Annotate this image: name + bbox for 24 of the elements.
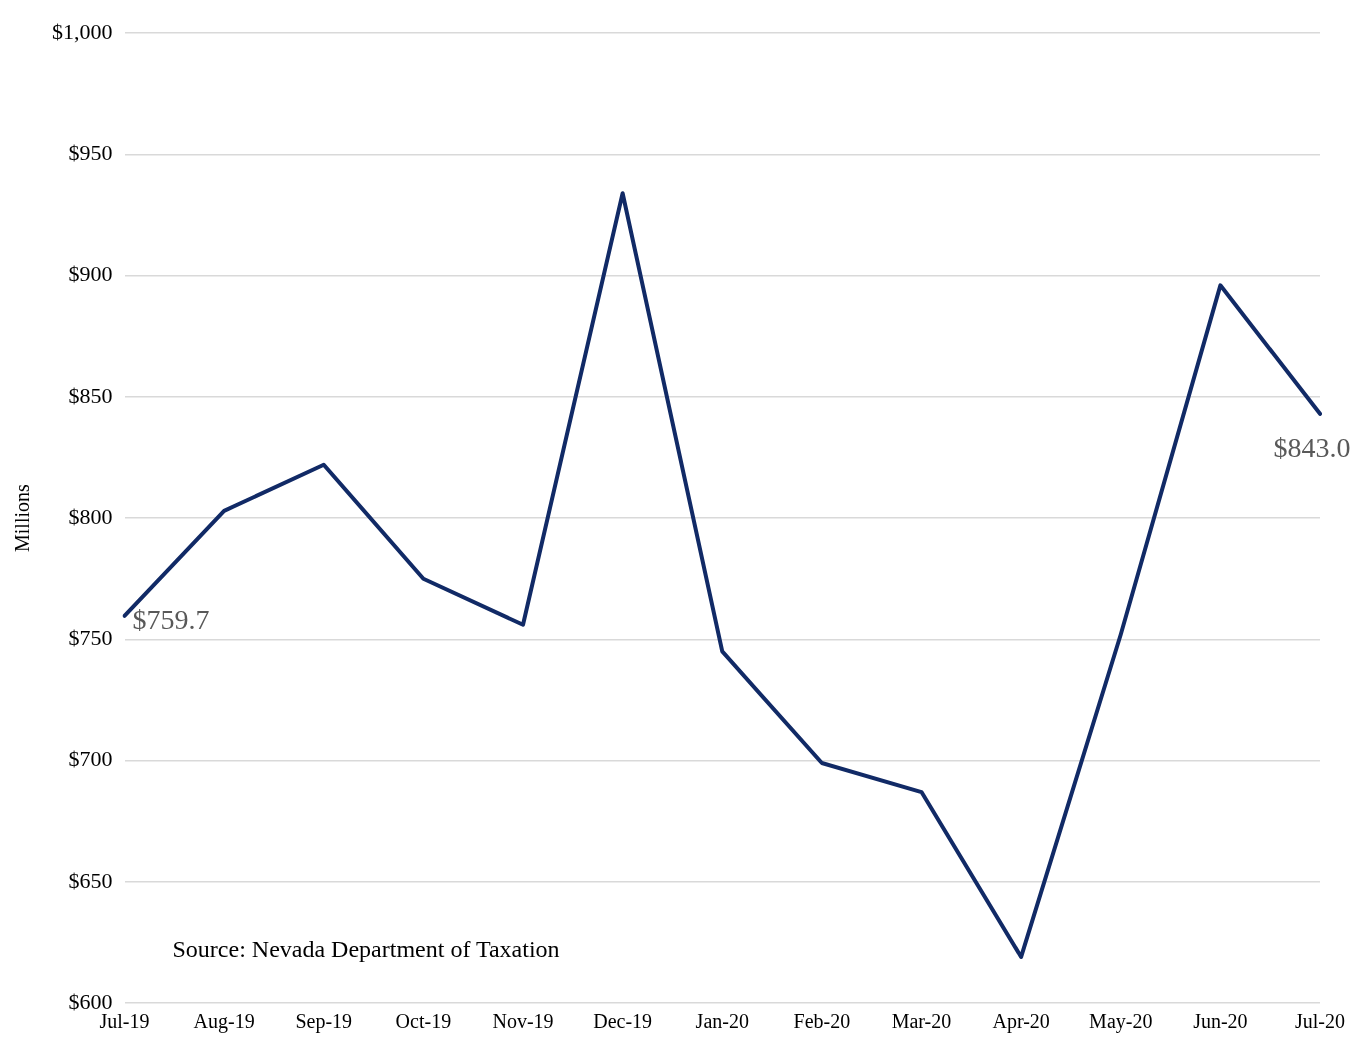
data-label: $759.7	[132, 604, 210, 636]
x-tick-label: Feb-20	[793, 1010, 851, 1033]
y-tick-label: $650	[68, 867, 113, 893]
y-axis-title: Millions	[11, 483, 34, 552]
y-tick-label: $1,000	[52, 18, 113, 44]
x-tick-label: May-20	[1089, 1010, 1153, 1034]
x-tick-label: Jul-20	[1295, 1010, 1345, 1033]
x-tick-label: Apr-20	[992, 1010, 1050, 1034]
y-tick-label: $850	[68, 382, 113, 408]
x-tick-label: Jun-20	[1193, 1010, 1248, 1033]
y-tick-label: $800	[68, 503, 113, 529]
x-tick-label: Sep-19	[295, 1010, 353, 1034]
x-tick-label: Aug-19	[193, 1010, 255, 1034]
x-tick-label: Dec-19	[593, 1010, 653, 1033]
annotation: Source: Nevada Department of Taxation	[172, 936, 560, 963]
data-label: $843.0	[1273, 432, 1351, 464]
x-tick-label: Oct-19	[395, 1010, 452, 1033]
x-tick-label: Jan-20	[695, 1010, 749, 1033]
x-tick-label: Mar-20	[891, 1010, 952, 1033]
y-tick-label: $700	[68, 746, 113, 772]
x-tick-label: Nov-19	[492, 1010, 554, 1033]
y-tick-label: $750	[68, 625, 113, 651]
y-tick-label: $900	[68, 261, 113, 287]
y-tick-label: $950	[68, 140, 113, 166]
